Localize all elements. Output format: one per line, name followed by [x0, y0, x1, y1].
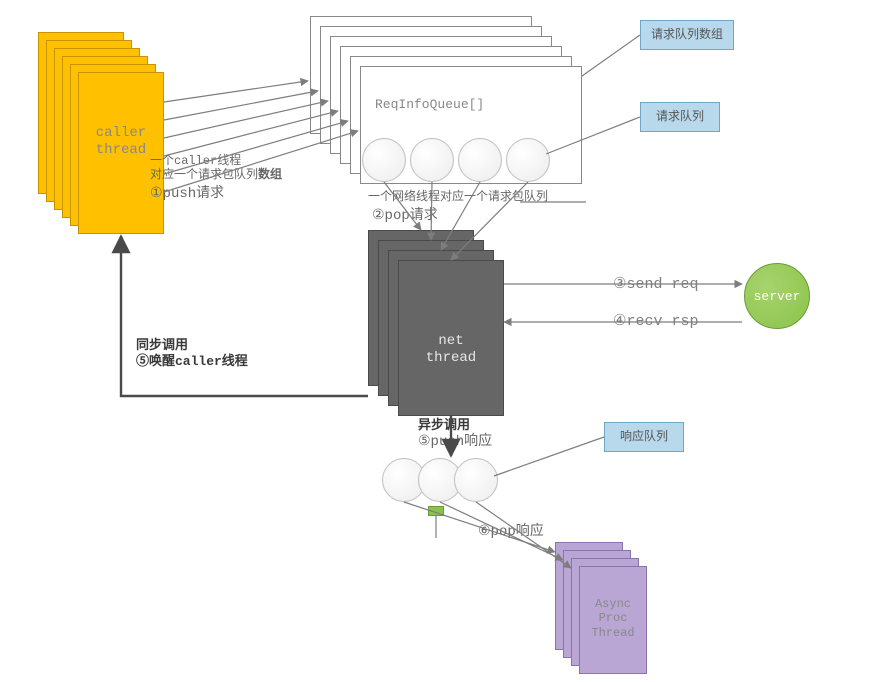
async-thread-stack-label: Async Proc Thread [580, 597, 646, 640]
req-queue-array-stack-label: ReqInfoQueue[] [361, 97, 581, 113]
annotation-caller_map: 一个caller线程 [150, 154, 241, 168]
caller-thread-stack-layer: caller thread [78, 72, 164, 234]
annotation-step2: ②pop请求 [372, 208, 438, 225]
annotation-text: 同步调用 [136, 338, 188, 353]
annotation-text: ②pop请求 [372, 208, 438, 224]
resp-queue-slot-icon [454, 458, 498, 502]
annotation-text: 对应一个请求包队列 [150, 168, 258, 182]
annotation-text: ①push请求 [150, 186, 224, 202]
req-queue-slot-icon [410, 138, 454, 182]
label-box-resp_queue: 响应队列 [604, 422, 684, 452]
annotation-text: 一个网络线程对应一个请求包队列 [368, 190, 548, 204]
req-queue-slot-icon [362, 138, 406, 182]
annotation-text: ⑥pop响应 [478, 524, 544, 540]
server-node: server [744, 263, 810, 329]
server-label: server [754, 289, 801, 304]
req-queue-slot-icon [458, 138, 502, 182]
annotation-step5a: ⑤push响应 [418, 434, 492, 451]
label-box-text: 请求队列数组 [651, 28, 723, 42]
label-box-req_array: 请求队列数组 [640, 20, 734, 50]
annotation-text: ④recv rsp [613, 313, 698, 330]
annotation-step5s: ⑤唤醒caller线程 [136, 354, 248, 370]
label-box-text: 响应队列 [620, 430, 668, 444]
small-indicator-icon [428, 506, 444, 516]
annotation-text: 一个caller线程 [150, 154, 241, 168]
annotation-text: ③send req [613, 276, 698, 293]
annotation-text: 异步调用 [418, 418, 470, 433]
annotation-sync_title: 同步调用 [136, 338, 188, 354]
annotation-text: ⑤唤醒caller线程 [136, 354, 248, 369]
annotation-step6: ⑥pop响应 [478, 524, 544, 541]
net-thread-stack-layer: net thread [398, 260, 504, 416]
label-box-text: 请求队列 [656, 110, 704, 124]
annotation-text: ⑤push响应 [418, 434, 492, 450]
annotation-caller_map2: 对应一个请求包队列数组 [150, 168, 282, 182]
annotation-step3: ③send req [613, 276, 698, 294]
net-thread-stack-label: net thread [399, 333, 503, 367]
async-thread-stack-layer: Async Proc Thread [579, 566, 647, 674]
annotation-async_title: 异步调用 [418, 418, 470, 434]
req-queue-slot-icon [506, 138, 550, 182]
label-box-req_queue: 请求队列 [640, 102, 720, 132]
annotation-net_map: 一个网络线程对应一个请求包队列 [368, 190, 548, 204]
annotation-step4: ④recv rsp [613, 313, 698, 331]
annotation-bold-suffix: 数组 [258, 168, 282, 182]
annotation-step1: ①push请求 [150, 186, 224, 203]
